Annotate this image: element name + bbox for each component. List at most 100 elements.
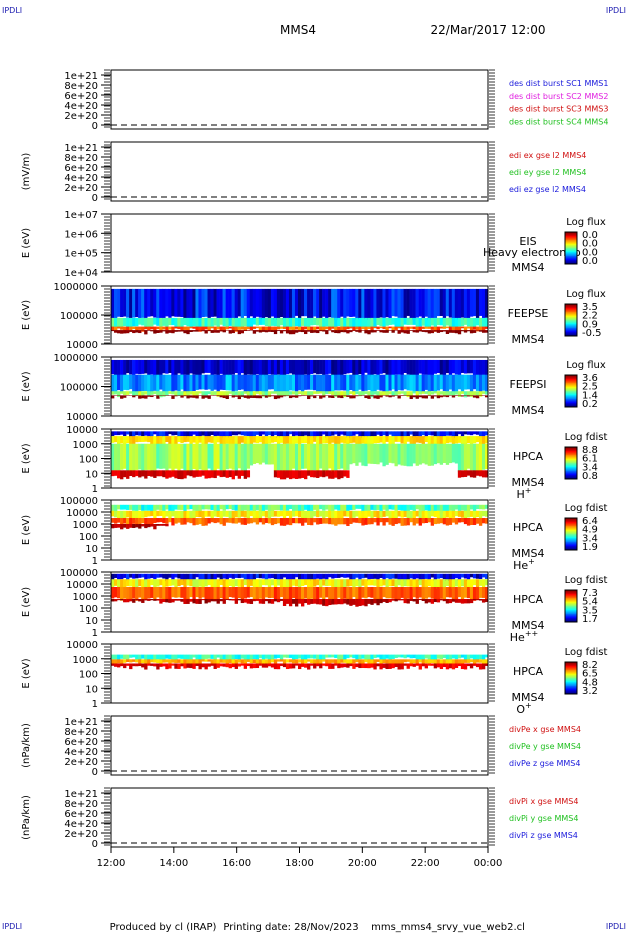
spectrogram-cell xyxy=(397,391,401,395)
panel-frame xyxy=(110,571,489,633)
spectrogram-cell xyxy=(358,518,362,524)
spectrogram-cell xyxy=(301,374,305,394)
spectrogram-cell xyxy=(370,654,374,660)
spectrogram-cell xyxy=(301,663,305,667)
spectrogram-cell xyxy=(246,443,251,469)
legend-entry: divPi z gse MMS4 xyxy=(509,831,578,840)
spectrogram-cell xyxy=(472,326,477,330)
spectrogram-cell xyxy=(189,587,193,598)
spectrogram-cell xyxy=(189,470,193,477)
spectrogram-cell xyxy=(475,573,480,579)
spectrogram-cell xyxy=(409,391,413,396)
spectrogram-cell xyxy=(436,359,441,374)
colorbar-frame xyxy=(564,661,578,695)
spectrogram-cell xyxy=(159,436,163,445)
spectrogram-cell xyxy=(358,504,362,509)
spectrogram-cell xyxy=(126,504,130,511)
spectrogram-cell xyxy=(228,599,232,601)
spectrogram-cell xyxy=(237,288,241,317)
spectrogram-cell xyxy=(234,573,238,578)
spectrogram-cell xyxy=(454,587,459,600)
spectrogram-cell xyxy=(171,436,175,446)
spectrogram-cell xyxy=(195,510,199,518)
spectrogram-cell xyxy=(171,599,175,603)
spectrogram-cell xyxy=(463,663,468,670)
spectrogram-cell xyxy=(150,599,154,601)
spectrogram-cell xyxy=(454,518,459,525)
colorbar-swatch xyxy=(565,670,577,672)
spectrogram-cell xyxy=(177,326,181,330)
colorbar-swatch xyxy=(565,401,577,404)
spectrogram-cell xyxy=(352,579,356,589)
spectrogram-cell xyxy=(412,326,416,330)
spectrogram-cell xyxy=(252,504,257,512)
spectrogram-cell xyxy=(210,359,214,376)
spectrogram-cell xyxy=(385,326,389,332)
spectrogram-cell xyxy=(379,510,383,518)
spectrogram-cell xyxy=(304,659,308,664)
spectrogram-cell xyxy=(349,579,353,587)
spectrogram-cell xyxy=(469,436,474,445)
spectrogram-cell xyxy=(225,599,229,601)
spectrogram-cell xyxy=(213,359,217,375)
spectrogram-cell xyxy=(361,510,365,520)
spectrogram-cell xyxy=(349,654,353,658)
spectrogram-cell xyxy=(448,288,453,318)
spectrogram-cell xyxy=(246,659,251,662)
spectrogram-cell xyxy=(246,359,251,375)
colorbar-frame xyxy=(564,374,578,408)
spectrogram-cell xyxy=(288,395,293,399)
spectrogram-cell xyxy=(165,317,169,329)
spectrogram-cell xyxy=(297,391,302,395)
colorbar-swatch xyxy=(565,668,577,671)
spectrogram-cell xyxy=(123,524,127,528)
spectrogram-cell xyxy=(120,504,124,510)
spectrogram-cell xyxy=(328,436,332,446)
spectrogram-cell xyxy=(129,374,133,390)
spectrogram-cell xyxy=(156,579,160,587)
spectrogram-cell xyxy=(466,431,471,435)
spectrogram-cell xyxy=(400,288,404,319)
spectrogram-cell xyxy=(240,587,245,600)
spectrogram-cell xyxy=(304,470,308,480)
spectrogram-cell xyxy=(213,587,217,600)
spectrogram-cell xyxy=(213,443,217,473)
spectrogram-cell xyxy=(189,374,193,392)
spectrogram-cell xyxy=(291,663,296,669)
spectrogram-cell xyxy=(120,518,124,526)
spectrogram-cell xyxy=(291,431,296,438)
spectrogram-cell xyxy=(153,659,157,663)
y-tick-label: 100000 xyxy=(60,496,98,507)
spectrogram-cell xyxy=(307,510,311,518)
spectrogram-cell xyxy=(192,443,196,470)
spectrogram-cell xyxy=(252,317,257,325)
spectrogram-cell xyxy=(285,443,290,472)
spectrogram-cell xyxy=(427,573,431,580)
spectrogram-cell xyxy=(307,326,311,331)
spectrogram-cell xyxy=(270,374,275,390)
spectrogram-cell xyxy=(385,391,389,396)
spectrogram-cell xyxy=(216,374,220,393)
colorbar-tick-label: 8.8 xyxy=(582,445,598,456)
spectrogram-cell xyxy=(307,659,311,662)
spectrogram-cell xyxy=(267,599,272,604)
colorbar-swatch xyxy=(565,459,577,461)
spectrogram-cell xyxy=(165,663,169,670)
spectrogram-cell xyxy=(168,518,172,523)
spectrogram-cell xyxy=(334,443,338,472)
colorbar-swatch xyxy=(565,662,577,664)
colorbar-tick-label: 0.0 xyxy=(582,239,598,250)
spectrogram-cell xyxy=(385,431,389,438)
spectrogram-cell xyxy=(249,504,254,511)
spectrogram-cell xyxy=(316,326,320,330)
spectrogram-cell xyxy=(430,663,435,666)
spectrogram-cell xyxy=(466,330,471,332)
spectrogram-cell xyxy=(213,654,217,662)
spectrogram-cell xyxy=(234,504,238,511)
colorbar-swatch xyxy=(565,333,577,336)
spectrogram-cell xyxy=(439,654,444,659)
spectrogram-cell xyxy=(481,579,486,589)
spectrogram-cell xyxy=(463,330,468,333)
spectrogram-cell xyxy=(397,326,401,329)
